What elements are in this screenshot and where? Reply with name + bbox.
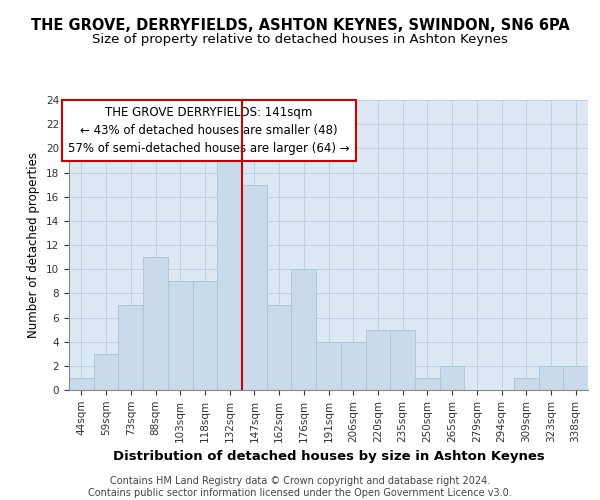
Bar — [168, 281, 193, 390]
Bar — [365, 330, 390, 390]
Bar — [316, 342, 341, 390]
Bar — [341, 342, 365, 390]
Bar — [242, 184, 267, 390]
Bar — [563, 366, 588, 390]
Bar — [143, 257, 168, 390]
Text: THE GROVE, DERRYFIELDS, ASHTON KEYNES, SWINDON, SN6 6PA: THE GROVE, DERRYFIELDS, ASHTON KEYNES, S… — [31, 18, 569, 32]
Bar — [193, 281, 217, 390]
Text: Size of property relative to detached houses in Ashton Keynes: Size of property relative to detached ho… — [92, 32, 508, 46]
Bar — [217, 160, 242, 390]
Bar — [292, 269, 316, 390]
Y-axis label: Number of detached properties: Number of detached properties — [28, 152, 40, 338]
Text: Contains HM Land Registry data © Crown copyright and database right 2024.
Contai: Contains HM Land Registry data © Crown c… — [88, 476, 512, 498]
X-axis label: Distribution of detached houses by size in Ashton Keynes: Distribution of detached houses by size … — [113, 450, 544, 463]
Bar — [440, 366, 464, 390]
Bar — [390, 330, 415, 390]
Bar — [69, 378, 94, 390]
Text: THE GROVE DERRYFIELDS: 141sqm
← 43% of detached houses are smaller (48)
57% of s: THE GROVE DERRYFIELDS: 141sqm ← 43% of d… — [68, 106, 350, 155]
Bar — [267, 306, 292, 390]
Bar — [118, 306, 143, 390]
Bar — [514, 378, 539, 390]
Bar — [415, 378, 440, 390]
Bar — [539, 366, 563, 390]
Bar — [94, 354, 118, 390]
